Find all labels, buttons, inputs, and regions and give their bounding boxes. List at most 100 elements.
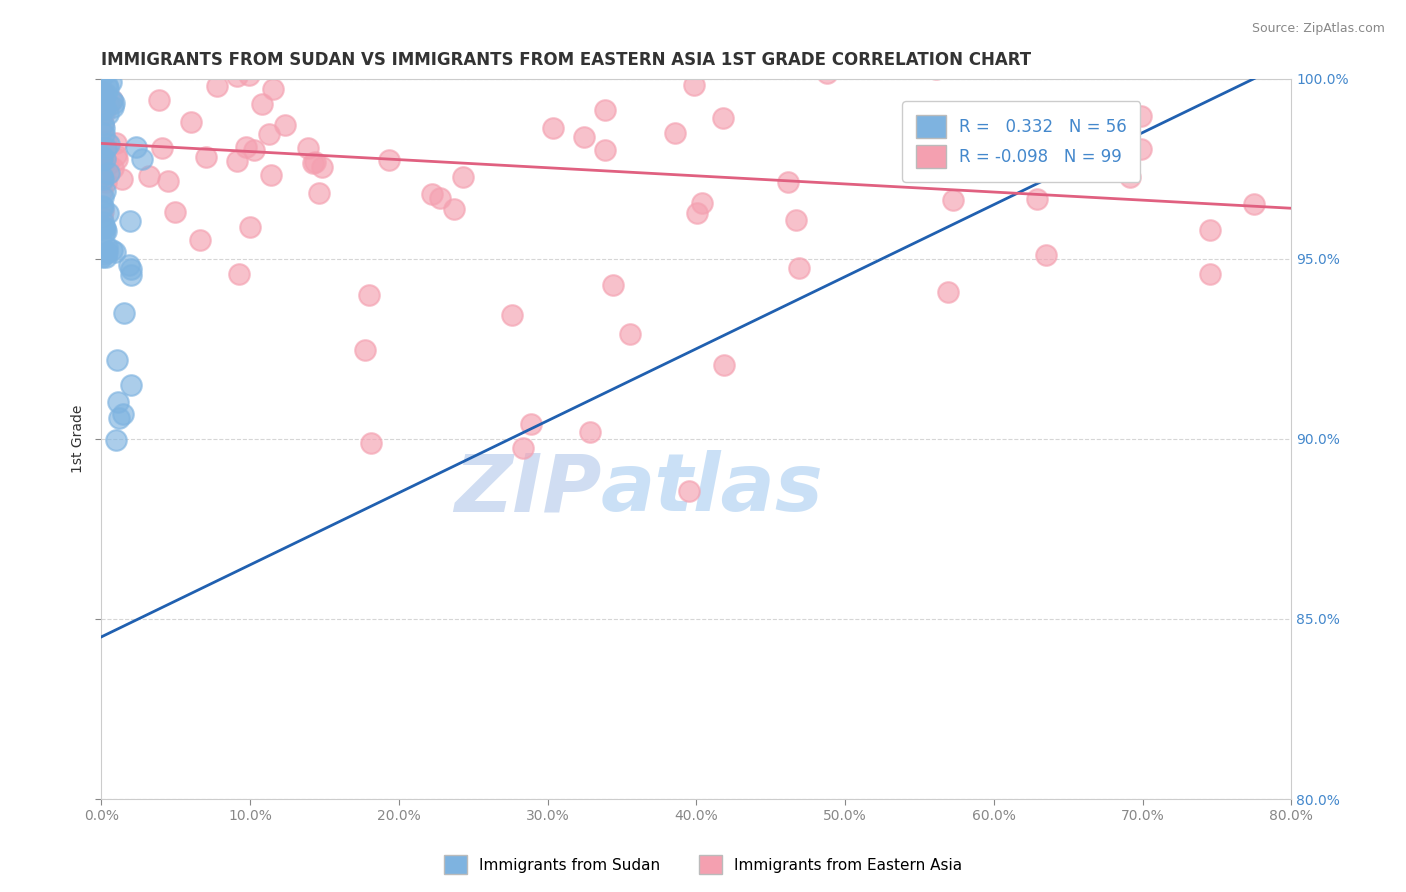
Point bbox=[97, 166, 120, 180]
Point bbox=[90, 69, 112, 83]
Point bbox=[159, 57, 181, 71]
Point bbox=[90, 169, 112, 183]
Point bbox=[105, 434, 128, 448]
Point bbox=[91, 220, 114, 235]
Point bbox=[101, 93, 124, 107]
Point bbox=[91, 203, 114, 218]
Point bbox=[157, 174, 180, 188]
Legend: R =   0.332   N = 56, R = -0.098   N = 99: R = 0.332 N = 56, R = -0.098 N = 99 bbox=[903, 102, 1140, 182]
Point bbox=[225, 154, 247, 169]
Point bbox=[125, 140, 148, 154]
Point bbox=[682, 78, 704, 92]
Point bbox=[91, 171, 114, 186]
Point bbox=[91, 153, 114, 168]
Point bbox=[105, 352, 128, 367]
Point bbox=[93, 91, 115, 105]
Point bbox=[429, 191, 451, 205]
Point bbox=[150, 141, 173, 155]
Point bbox=[94, 134, 117, 148]
Point bbox=[94, 141, 117, 155]
Point bbox=[93, 151, 115, 165]
Point bbox=[93, 156, 115, 170]
Point bbox=[111, 407, 134, 421]
Point bbox=[94, 220, 117, 235]
Point bbox=[311, 160, 333, 174]
Point bbox=[664, 126, 686, 140]
Text: Source: ZipAtlas.com: Source: ZipAtlas.com bbox=[1251, 22, 1385, 36]
Point bbox=[91, 84, 114, 98]
Point bbox=[163, 205, 186, 219]
Legend: Immigrants from Sudan, Immigrants from Eastern Asia: Immigrants from Sudan, Immigrants from E… bbox=[439, 849, 967, 880]
Point bbox=[787, 260, 810, 275]
Point bbox=[93, 149, 115, 163]
Point bbox=[451, 170, 474, 185]
Point bbox=[239, 220, 262, 235]
Point bbox=[91, 54, 114, 68]
Point bbox=[205, 79, 228, 94]
Point bbox=[921, 149, 943, 163]
Point bbox=[131, 152, 153, 166]
Point bbox=[360, 436, 382, 450]
Point bbox=[817, 66, 839, 80]
Point bbox=[180, 115, 202, 129]
Point bbox=[90, 185, 112, 199]
Text: IMMIGRANTS FROM SUDAN VS IMMIGRANTS FROM EASTERN ASIA 1ST GRADE CORRELATION CHAR: IMMIGRANTS FROM SUDAN VS IMMIGRANTS FROM… bbox=[101, 51, 1032, 69]
Point bbox=[91, 189, 114, 203]
Point bbox=[1199, 267, 1222, 281]
Point bbox=[984, 153, 1007, 168]
Point bbox=[519, 417, 541, 431]
Point bbox=[90, 250, 112, 264]
Point bbox=[259, 127, 281, 141]
Point bbox=[93, 105, 115, 120]
Point bbox=[91, 174, 114, 188]
Point bbox=[94, 66, 117, 80]
Point bbox=[103, 161, 125, 175]
Point bbox=[785, 212, 807, 227]
Point bbox=[94, 100, 117, 114]
Point bbox=[252, 97, 274, 112]
Point bbox=[595, 143, 617, 157]
Point bbox=[235, 140, 257, 154]
Point bbox=[776, 175, 799, 189]
Point bbox=[105, 136, 128, 150]
Point bbox=[101, 100, 124, 114]
Point bbox=[274, 118, 297, 132]
Point bbox=[120, 261, 142, 276]
Point bbox=[93, 103, 115, 117]
Point bbox=[93, 247, 115, 261]
Point bbox=[1035, 248, 1057, 262]
Point bbox=[93, 227, 115, 241]
Point bbox=[242, 143, 264, 157]
Point bbox=[188, 233, 211, 247]
Point bbox=[297, 141, 319, 155]
Point bbox=[90, 149, 112, 163]
Point bbox=[91, 200, 114, 214]
Point bbox=[112, 306, 135, 320]
Point bbox=[304, 154, 326, 169]
Point bbox=[93, 127, 115, 141]
Point bbox=[602, 278, 624, 293]
Point bbox=[93, 220, 115, 235]
Point bbox=[572, 129, 595, 144]
Point bbox=[692, 196, 714, 211]
Point bbox=[111, 171, 134, 186]
Point bbox=[93, 140, 115, 154]
Point bbox=[96, 78, 118, 92]
Point bbox=[1129, 143, 1152, 157]
Point bbox=[378, 153, 401, 167]
Point bbox=[93, 152, 115, 166]
Point bbox=[100, 93, 122, 107]
Point bbox=[118, 258, 141, 272]
Point bbox=[194, 150, 217, 164]
Point bbox=[238, 68, 260, 82]
Point bbox=[101, 244, 124, 258]
Point bbox=[93, 184, 115, 198]
Point bbox=[138, 169, 160, 184]
Point bbox=[100, 75, 122, 89]
Point bbox=[96, 87, 118, 102]
Point bbox=[936, 285, 959, 299]
Point bbox=[97, 137, 120, 152]
Point bbox=[711, 111, 734, 125]
Point bbox=[90, 98, 112, 112]
Point bbox=[593, 103, 616, 117]
